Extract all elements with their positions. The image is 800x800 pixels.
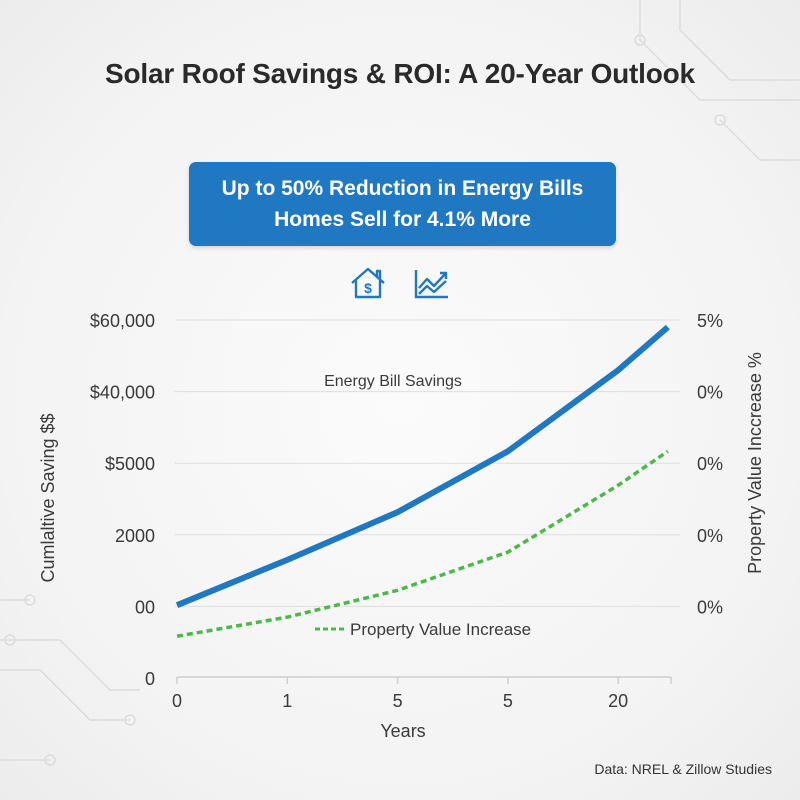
- y-right-tick-label: 0%: [697, 454, 723, 474]
- y-left-tick-label: 0: [145, 669, 155, 689]
- y-left-tick-label: 00: [135, 597, 155, 617]
- y-left-tick-label: 2000: [115, 526, 155, 546]
- y-left-tick-label: $5000: [105, 454, 155, 474]
- x-tick-label: 1: [282, 691, 292, 711]
- banner-line-home-value: Homes Sell for 4.1% More: [274, 208, 531, 231]
- svg-text:$: $: [364, 280, 372, 296]
- x-tick-label: 5: [503, 691, 513, 711]
- series-line-energy-savings: [175, 324, 670, 608]
- x-axis-label: Years: [380, 721, 425, 741]
- house-dollar-icon: $: [351, 267, 385, 299]
- y-left-tick-label: $40,000: [90, 383, 155, 403]
- y-axis-left-label: Cumlaltive Saving $$: [38, 413, 58, 582]
- trend-chart-icon: [414, 270, 448, 299]
- data-source-note: Data: NREL & Zillow Studies: [594, 761, 772, 777]
- y-left-tick-label: $60,000: [90, 311, 155, 331]
- y-right-tick-label: 0%: [697, 597, 723, 617]
- page-title: Solar Roof Savings & ROI: A 20-Year Outl…: [105, 58, 695, 89]
- y-right-tick-label: 0%: [697, 526, 723, 546]
- banner-line-savings: Up to 50% Reduction in Energy Bills: [221, 177, 584, 200]
- x-tick-label: 5: [393, 691, 403, 711]
- legend-label-property-value: Property Value Increase: [350, 620, 531, 639]
- y-right-tick-label: 0%: [697, 383, 723, 403]
- highlight-banner: Up to 50% Reduction in Energy Bills Home…: [189, 162, 616, 246]
- x-tick-label: 20: [608, 691, 628, 711]
- x-tick-label: 0: [172, 691, 182, 711]
- series-label-energy-savings: Energy Bill Savings: [324, 373, 462, 390]
- series-line-property-value: [176, 449, 669, 638]
- y-axis-right-label: Property Value Inccrease %: [745, 352, 765, 574]
- y-right-tick-label: 5%: [697, 311, 723, 331]
